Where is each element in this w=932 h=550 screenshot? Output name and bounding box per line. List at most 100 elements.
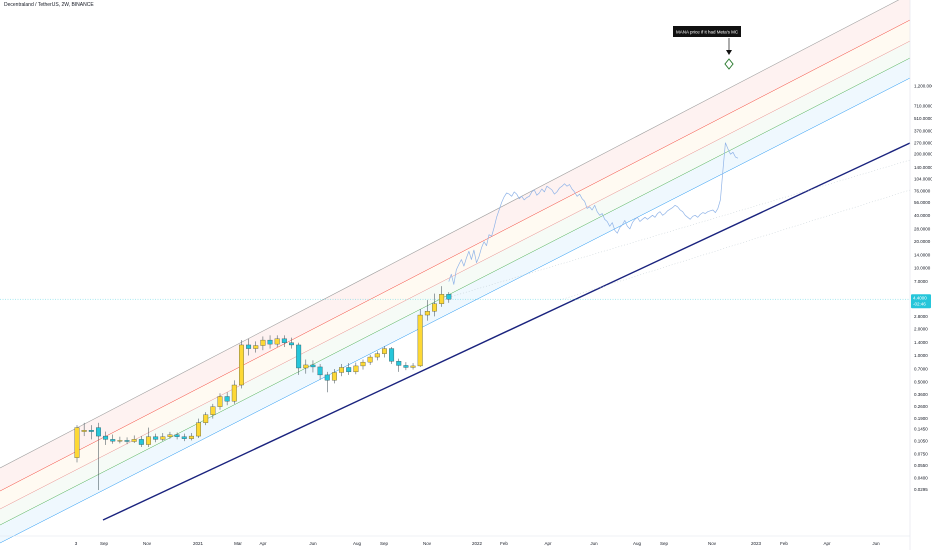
- channel-line: [0, 77, 911, 544]
- x-tick-label: 3: [75, 541, 78, 546]
- candle: [274, 335, 280, 348]
- candle: [367, 354, 373, 365]
- ray-line: [439, 159, 911, 301]
- candle: [238, 340, 244, 389]
- price-line-series: [448, 142, 739, 285]
- candle: [353, 362, 359, 375]
- x-tick-label: 2023: [751, 541, 762, 546]
- candle: [188, 433, 194, 441]
- channel-line: [0, 19, 911, 492]
- candle: [439, 286, 445, 307]
- candle: [360, 359, 366, 370]
- candle-body: [324, 374, 330, 381]
- y-tick-label: 14.0000: [914, 253, 931, 258]
- candle-body: [389, 348, 395, 362]
- candle: [153, 433, 159, 443]
- candle-body: [303, 364, 309, 369]
- candle-body: [231, 384, 237, 402]
- candle: [331, 369, 337, 384]
- candle: [381, 346, 387, 358]
- candle: [217, 393, 223, 410]
- x-tick-label: Jun: [872, 541, 880, 546]
- x-tick-label: Nov: [143, 541, 152, 546]
- candle: [432, 293, 437, 317]
- y-tick-label: 104.0000: [914, 177, 932, 182]
- x-tick-label: Nov: [423, 541, 432, 546]
- y-tick-label: 140.0000: [914, 165, 932, 170]
- y-axis: 1,200.0000 710.0000 510.0000 370.0000 270.00…: [909, 0, 932, 550]
- candle-body: [238, 344, 244, 386]
- candle-body: [267, 339, 273, 345]
- x-tick-label: Sep: [100, 541, 109, 546]
- annotation-text: MANA price if it had Meta's MC: [676, 30, 739, 35]
- y-tick-label: 10.0000: [914, 266, 931, 271]
- candle-body: [381, 348, 387, 354]
- candle: [267, 335, 273, 349]
- x-tick-label: Mar: [234, 541, 242, 546]
- x-tick-label: Feb: [780, 541, 788, 546]
- y-tick-label: 0.0400: [914, 475, 928, 480]
- annotation-box: [673, 26, 741, 37]
- x-tick-label: Aug: [353, 541, 362, 546]
- x-tick-label: Jun: [309, 541, 317, 546]
- y-tick-label: 0.1050: [914, 439, 928, 444]
- y-tick-label: 370.0000: [914, 128, 932, 133]
- candle: [396, 358, 402, 372]
- y-tick-label: 270.0000: [914, 140, 932, 145]
- candle-body: [439, 294, 445, 304]
- candle: [424, 300, 430, 321]
- candle-body: [310, 364, 316, 368]
- candle: [410, 363, 416, 370]
- y-tick-label: 0.2600: [914, 404, 928, 409]
- chart-title: Decentraland / TetherUS, 2W, BINANCE: [4, 2, 94, 8]
- candle: [346, 363, 352, 375]
- y-tick-label: 710.0000: [914, 104, 932, 109]
- candle: [289, 337, 294, 349]
- candle: [110, 434, 116, 444]
- candle-body: [160, 436, 166, 440]
- candle-body: [289, 342, 294, 346]
- candle-body: [367, 356, 373, 363]
- x-tick-label: Nov: [708, 541, 717, 546]
- candle: [417, 308, 423, 367]
- candle-body: [353, 365, 359, 373]
- candle: [74, 425, 80, 463]
- candle-body: [417, 314, 423, 367]
- candle-body: [81, 430, 87, 432]
- candle-body: [167, 434, 173, 437]
- candle: [224, 392, 230, 406]
- candle-body: [103, 435, 109, 440]
- candle: [146, 427, 151, 448]
- regression-bands: [0, 0, 911, 544]
- annotation-group: MANA price if it had Meta's MC: [673, 26, 741, 70]
- candle: [81, 422, 87, 437]
- candle-body: [210, 406, 216, 415]
- candle-body: [96, 427, 101, 437]
- x-tick-label: 2021: [193, 541, 204, 546]
- candle-body: [410, 365, 416, 368]
- candle: [167, 431, 173, 439]
- candle: [174, 432, 180, 440]
- candle: [253, 341, 259, 353]
- candle: [124, 437, 130, 445]
- y-tick-label: 28.0000: [914, 226, 931, 231]
- x-tick-label: Aug: [633, 541, 642, 546]
- channel-fill: [0, 0, 910, 491]
- candle: [389, 347, 395, 364]
- candle: [203, 412, 209, 426]
- candle-body: [296, 344, 302, 369]
- candle-body: [196, 422, 201, 437]
- channel-line: [0, 57, 911, 526]
- x-tick-label: Feb: [500, 541, 508, 546]
- price-line: [448, 142, 739, 285]
- channel-fill: [0, 41, 910, 525]
- candle: [324, 371, 330, 393]
- candle-body: [246, 344, 252, 349]
- candle-body: [331, 372, 337, 381]
- candle-body: [424, 311, 430, 316]
- y-tick-label: 7.0000: [914, 279, 928, 284]
- candle-body: [432, 303, 437, 312]
- y-tick-label: 1.0000: [914, 353, 928, 358]
- candle-body: [217, 396, 223, 407]
